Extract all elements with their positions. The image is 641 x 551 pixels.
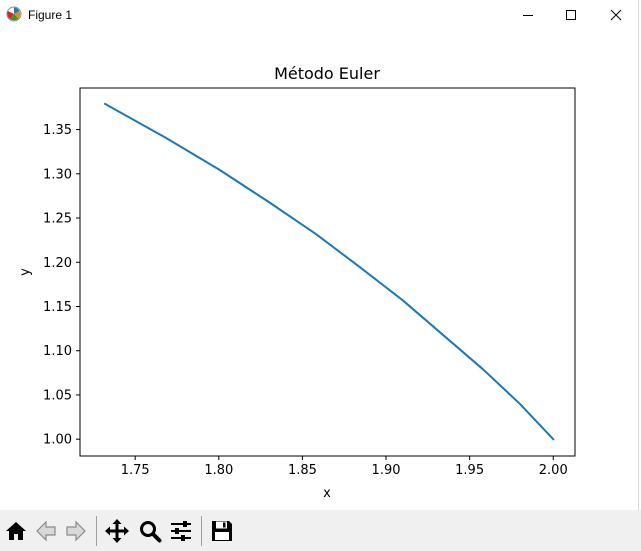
move-icon <box>105 519 129 543</box>
floppy-disk-icon <box>212 521 232 541</box>
sliders-icon <box>171 521 191 541</box>
pan-button[interactable] <box>102 516 132 546</box>
close-icon <box>610 9 622 21</box>
zoom-button[interactable] <box>135 516 165 546</box>
x-tick-label: 1.90 <box>372 463 401 478</box>
y-tick-label: 1.15 <box>43 300 72 315</box>
maximize-button[interactable] <box>548 0 594 30</box>
y-tick-label: 1.25 <box>43 212 72 227</box>
x-tick-label: 1.75 <box>121 463 150 478</box>
maximize-icon <box>566 10 576 20</box>
y-tick-label: 1.00 <box>43 433 72 448</box>
y-tick-label: 1.20 <box>43 256 72 271</box>
save-button[interactable] <box>207 516 237 546</box>
plot-frame <box>79 87 576 457</box>
x-tick-label: 1.95 <box>455 463 484 478</box>
toolbar-separator <box>96 516 97 546</box>
home-button[interactable] <box>1 516 31 546</box>
y-tick-label: 1.35 <box>43 123 72 138</box>
forward-arrow-icon <box>66 520 86 542</box>
y-tick-label: 1.10 <box>43 344 72 359</box>
y-tick-label: 1.30 <box>43 167 72 182</box>
window-title: Figure 1 <box>28 8 73 22</box>
window-border <box>638 0 639 551</box>
magnifier-icon <box>140 521 162 543</box>
x-tick-label: 2.00 <box>539 463 568 478</box>
toolbar-separator <box>201 516 202 546</box>
y-tick-label: 1.05 <box>43 388 72 403</box>
series-line <box>103 102 555 441</box>
matplotlib-icon <box>6 6 22 22</box>
x-axis-ticks: 1.75 1.80 1.85 1.90 1.95 2.00 <box>121 456 568 478</box>
close-button[interactable] <box>593 0 639 30</box>
chart[interactable]: Método Euler 1.75 1.80 1.85 1.90 1.95 2.00 1.… <box>0 30 641 510</box>
forward-button[interactable] <box>61 516 91 546</box>
home-icon <box>6 522 26 540</box>
back-button[interactable] <box>31 516 61 546</box>
window-titlebar: Figure 1 <box>0 0 641 30</box>
x-tick-label: 1.80 <box>204 463 233 478</box>
x-tick-label: 1.85 <box>288 463 317 478</box>
minimize-icon <box>523 15 533 16</box>
figure-canvas[interactable]: Método Euler 1.75 1.80 1.85 1.90 1.95 2.00 1.… <box>0 30 641 510</box>
configure-subplots-button[interactable] <box>166 516 196 546</box>
back-arrow-icon <box>36 520 56 542</box>
y-axis-ticks: 1.00 1.05 1.10 1.15 1.20 1.25 1.30 1.35 <box>43 123 80 448</box>
x-axis-label: x <box>323 486 331 501</box>
minimize-button[interactable] <box>505 0 551 30</box>
y-axis-label: y <box>18 268 33 276</box>
chart-title: Método Euler <box>274 64 380 83</box>
navigation-toolbar <box>0 510 641 551</box>
